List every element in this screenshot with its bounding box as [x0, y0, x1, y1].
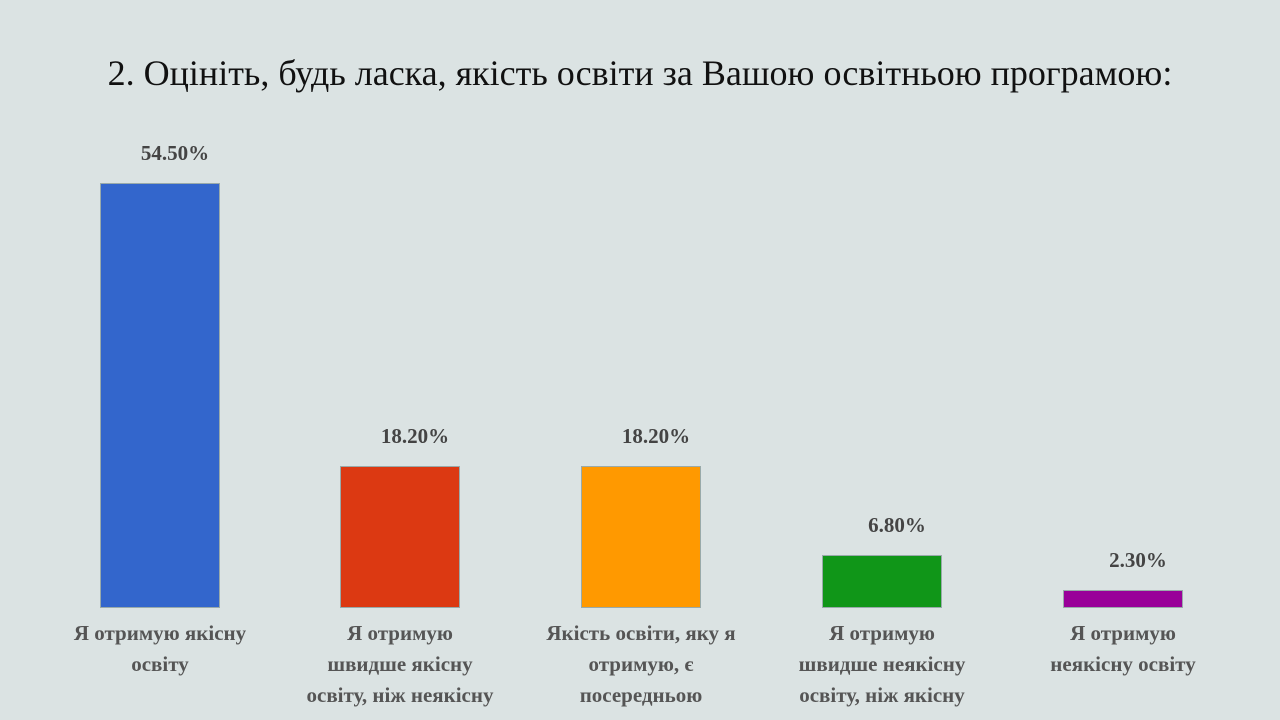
- category-label: Я отримую неякісну освіту: [1050, 621, 1196, 676]
- value-label: 18.20%: [621, 424, 691, 449]
- value-label: 2.30%: [1109, 548, 1167, 573]
- category-label: Я отримую якісну освіту: [73, 621, 247, 676]
- value-label: 54.50%: [140, 140, 210, 165]
- bar: [100, 182, 220, 608]
- category-label: Якість освіти, яку я отримую, є посередн…: [546, 621, 736, 707]
- bar: [581, 466, 701, 608]
- bar: [1063, 590, 1183, 608]
- bar: [340, 466, 460, 608]
- value-label: 18.20%: [380, 424, 450, 449]
- category-label: Я отримую швидше неякісну освіту, ніж як…: [798, 621, 966, 707]
- bar: [822, 554, 942, 608]
- category-label: Я отримую швидше якісну освіту, ніж неяк…: [306, 621, 494, 707]
- value-label: 6.80%: [868, 512, 926, 537]
- chart-title: 2. Оцініть, будь ласка, якість освіти за…: [107, 53, 1173, 93]
